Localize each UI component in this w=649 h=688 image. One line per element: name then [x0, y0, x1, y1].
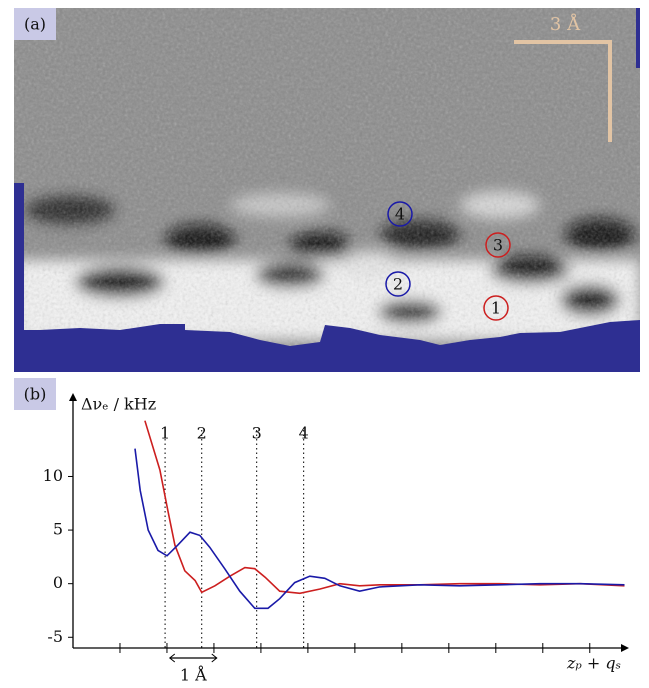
scale-arrow [211, 653, 218, 663]
scale-bar [514, 40, 612, 142]
micrograph [14, 8, 640, 372]
plot-area [134, 420, 625, 610]
scale-bar-label: 3 Å [550, 13, 581, 35]
x-axis-arrow [621, 644, 629, 652]
y-axis-arrow [69, 393, 77, 401]
panel-label-bg [14, 8, 56, 40]
site-markers: 4 3 2 1 [385, 201, 511, 321]
scale-arrow [168, 653, 176, 663]
marker-label: 4 [395, 205, 405, 224]
data-line [144, 420, 625, 595]
marker-label: 3 [493, 236, 503, 255]
panel-label: (a) [24, 15, 46, 34]
y-axis-label: Δνₑ / kHz [81, 395, 156, 414]
reference-label: 4 [299, 424, 309, 443]
panel-label-bg [14, 378, 56, 410]
y-tick-label: 5 [53, 520, 63, 539]
reference-label: 2 [197, 424, 207, 443]
y-tick-label: -5 [47, 627, 63, 646]
marker-circle [385, 271, 411, 297]
x-axis-label: zₚ + qₛ [566, 654, 621, 673]
marker-circle [387, 201, 413, 227]
marker-circle [483, 295, 509, 321]
y-tick-label: 0 [53, 573, 63, 592]
marker-label: 1 [491, 299, 501, 318]
marker-circle [485, 232, 511, 258]
panel-label: (b) [24, 385, 47, 404]
y-tick-label: 10 [43, 466, 63, 485]
data-line [134, 448, 625, 610]
reference-label: 3 [252, 424, 262, 443]
marker-label: 2 [393, 275, 403, 294]
reference-label: 1 [160, 424, 170, 443]
scale-bar-label: 1 Å [180, 665, 207, 685]
